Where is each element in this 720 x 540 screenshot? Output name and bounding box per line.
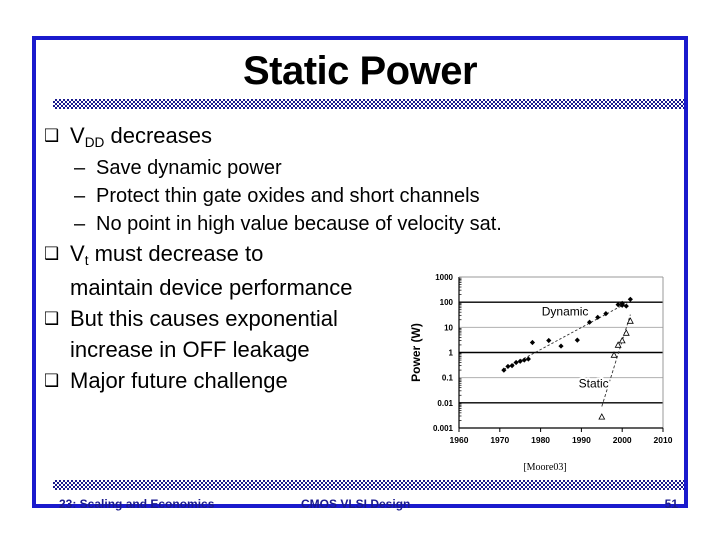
data-point	[626, 317, 634, 324]
subscript: DD	[84, 135, 105, 150]
series-label-halo: Static	[579, 377, 609, 391]
y-axis-tick-label: 0.1	[442, 374, 454, 383]
data-point	[623, 303, 629, 309]
x-axis-tick-label: 1960	[450, 435, 469, 445]
dash-icon: –	[74, 185, 86, 207]
list-item: ❑ Major future challenge	[44, 365, 644, 396]
x-axis-tick-label: 1980	[531, 435, 550, 445]
footer: 23: Scaling and Economics CMOS VLSI Desi…	[53, 495, 684, 513]
footer-chapter: 23: Scaling and Economics	[59, 497, 215, 511]
series-label: Static	[579, 377, 609, 391]
data-point	[558, 343, 564, 349]
data-point	[574, 337, 580, 343]
chart-canvas: 1000 100 10 1 0.1 0.01 0.001 1960 1970 1980 1990 20…	[409, 273, 673, 445]
bullet-square-icon: ❑	[44, 371, 60, 390]
y-axis-tick-label: 1000	[435, 273, 453, 282]
divider-bar-top	[53, 99, 684, 109]
list-item-label: Protect thin gate oxides and short chann…	[96, 185, 480, 207]
y-axis-tick-label: 0.01	[437, 399, 453, 408]
data-point	[546, 337, 552, 344]
list-item: ❑ But this causes exponential	[44, 303, 644, 334]
list-item: – No point in high value because of velo…	[44, 210, 644, 238]
dash-icon: –	[74, 213, 86, 235]
list-item-label: Save dynamic power	[96, 157, 282, 179]
power-trend-chart: 1000 100 10 1 0.1 0.01 0.001 1960 1970 1980 1990 20…	[406, 266, 684, 473]
x-axis-tick-label: 2000	[613, 435, 632, 445]
bullet-square-icon: ❑	[44, 309, 60, 328]
footer-page-number: 51	[664, 497, 678, 511]
slide-border	[32, 36, 688, 508]
data-point	[595, 314, 601, 320]
chart-citation: [Moore03]	[523, 462, 567, 473]
y-axis-tick-label: 1	[449, 349, 454, 358]
data-point	[505, 363, 511, 370]
list-item: ❑ Vt must decrease to	[44, 238, 644, 272]
data-point	[614, 341, 622, 348]
data-point	[521, 357, 527, 363]
list-item-label: Vt must decrease to	[70, 241, 264, 268]
data-point	[529, 339, 536, 346]
data-point	[627, 296, 633, 302]
list-item: – Protect thin gate oxides and short cha…	[44, 182, 644, 210]
footer-book-title: CMOS VLSI Design	[301, 497, 411, 511]
data-point	[622, 329, 630, 336]
data-point	[509, 363, 515, 369]
data-point	[525, 356, 531, 362]
list-item-continuation: maintain device performance	[70, 275, 353, 300]
y-axis-tick-label: 100	[440, 298, 454, 307]
data-point	[618, 336, 626, 344]
subscript: t	[84, 253, 89, 268]
list-item: ❑ VDD decreases	[44, 120, 644, 154]
data-point	[517, 358, 523, 364]
list-item-label: VDD decreases	[70, 123, 212, 150]
bullet-list: ❑ VDD decreases – Save dynamic power – P…	[44, 120, 644, 396]
data-point	[610, 351, 618, 358]
list-item-label: No point in high value because of veloci…	[96, 213, 502, 235]
data-point	[513, 359, 519, 366]
bullet-square-icon: ❑	[44, 126, 60, 145]
x-axis-tick-label: 1970	[490, 435, 509, 445]
series-label: Dynamic	[542, 304, 589, 318]
page-title: Static Power	[242, 49, 478, 93]
dash-icon: –	[74, 157, 86, 179]
list-item-label: But this causes exponential	[70, 306, 338, 331]
data-point	[501, 367, 507, 373]
data-point	[598, 413, 606, 420]
series-label-halo: Dynamic	[542, 304, 589, 318]
x-axis-tick-label: 2010	[654, 435, 673, 445]
list-item-continuation: increase in OFF leakage	[70, 337, 310, 362]
list-item: – Save dynamic power	[44, 154, 644, 182]
y-axis-title: Power (W)	[409, 323, 423, 382]
x-axis-tick-label: 1990	[572, 435, 591, 445]
bullet-square-icon: ❑	[44, 244, 60, 263]
list-item-label: Major future challenge	[70, 368, 288, 393]
trendline	[601, 314, 631, 407]
trendline	[503, 300, 631, 370]
divider-bar-bottom	[53, 480, 684, 490]
y-axis-tick-label: 0.001	[433, 424, 454, 433]
y-axis-tick-label: 10	[444, 323, 453, 332]
